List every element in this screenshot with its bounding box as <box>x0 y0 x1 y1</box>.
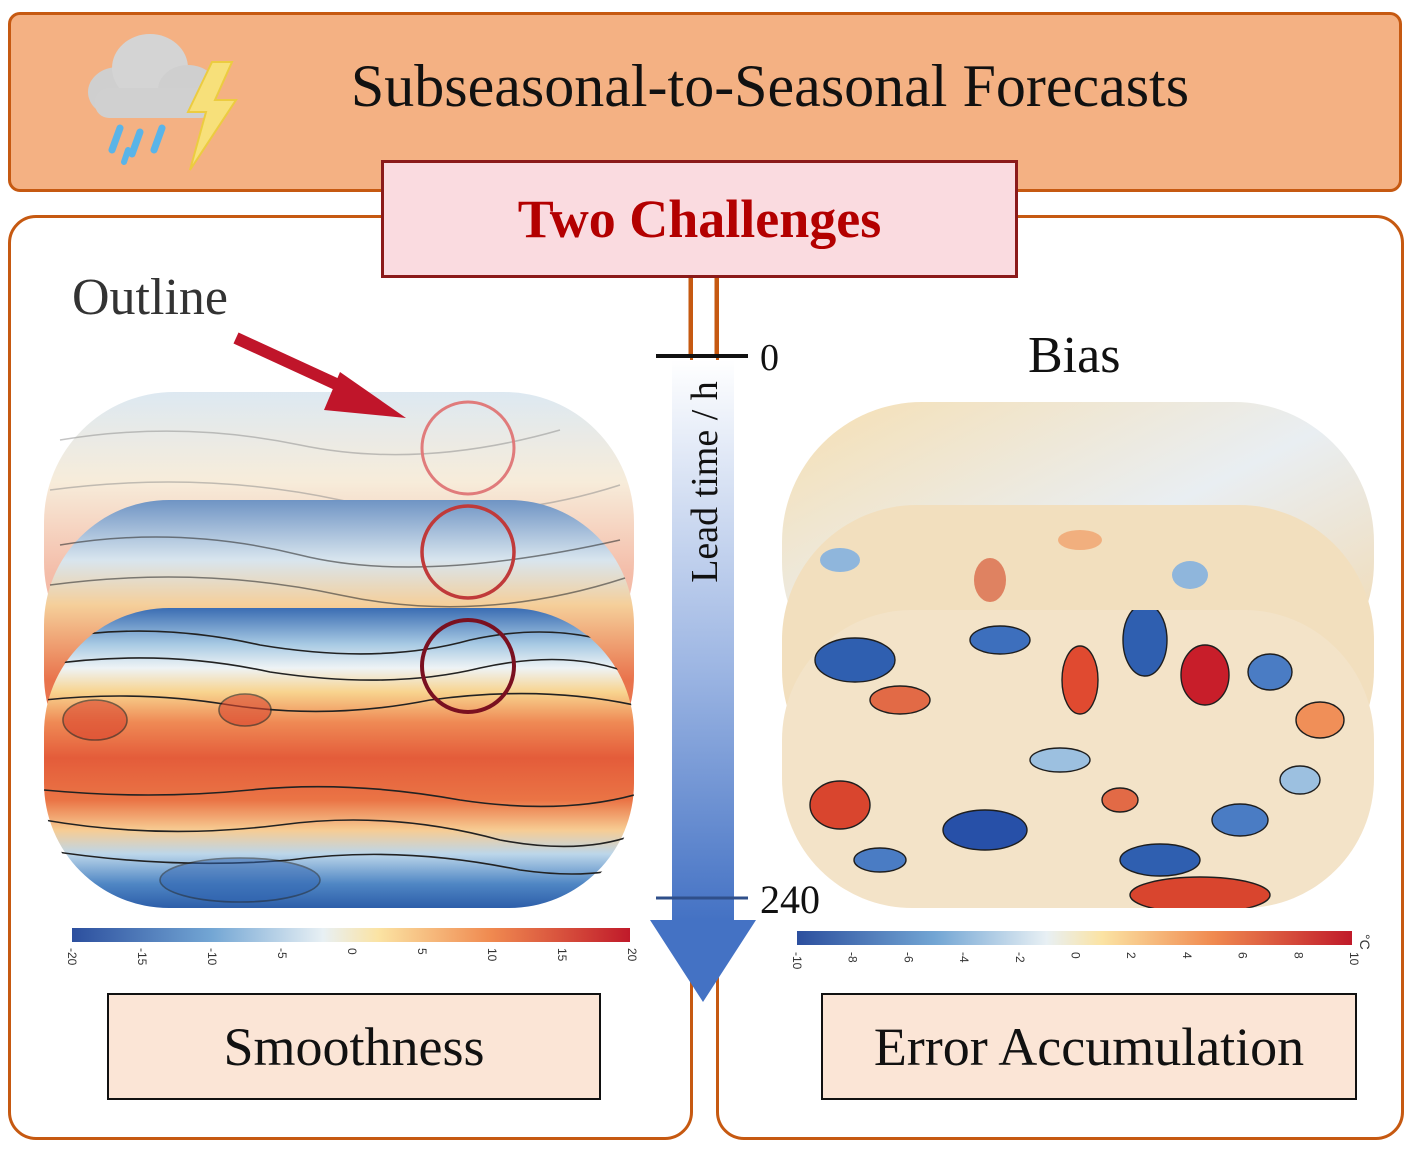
smoothness-caption: Smoothness <box>107 993 601 1100</box>
bias-label: Bias <box>1028 327 1121 384</box>
outline-arrow <box>233 332 406 418</box>
colorbar-tick-label: 0 <box>345 948 359 955</box>
colorbar-tick-label: -4 <box>957 952 971 963</box>
colorbar-tick-label: -10 <box>790 952 804 970</box>
temperature-colorbar-ticks: -20 -15 -10 -5 0 5 10 15 20 <box>65 948 639 966</box>
bias-colorbar <box>797 931 1352 945</box>
lead-time-tick-end: 240 <box>760 877 820 922</box>
header-title: Subseasonal-to-Seasonal Forecasts <box>350 53 1190 119</box>
colorbar-tick-label: 6 <box>1236 952 1250 959</box>
colorbar-tick-label: -2 <box>1013 952 1027 963</box>
colorbar-tick-label: 10 <box>1347 952 1361 966</box>
colorbar-tick-label: 20 <box>625 948 639 962</box>
bias-colorbar-unit: °C <box>1357 934 1373 950</box>
colorbar-tick-label: 0 <box>1069 952 1083 959</box>
colorbar-tick-label: 5 <box>415 948 429 955</box>
lead-time-label: Lead time / h <box>684 381 726 583</box>
bias-colorbar-ticks: -10 -8 -6 -4 -2 0 2 4 6 8 10 <box>790 952 1361 970</box>
colorbar-tick-label: 15 <box>555 948 569 962</box>
temperature-colorbar <box>72 928 630 942</box>
outline-circle-3 <box>420 618 516 714</box>
colorbar-tick-label: -6 <box>901 952 915 963</box>
lead-time-arrow <box>650 354 756 1002</box>
challenge-title: Two Challenges <box>381 160 1018 278</box>
colorbar-tick-label: -5 <box>275 948 289 959</box>
colorbar-tick-label: 8 <box>1291 952 1305 959</box>
error-accumulation-caption: Error Accumulation <box>821 993 1357 1100</box>
colorbar-tick-label: -10 <box>205 948 219 966</box>
colorbar-tick-label: 10 <box>485 948 499 962</box>
outline-label: Outline <box>72 269 228 326</box>
outline-circle-2 <box>420 504 516 600</box>
colorbar-tick-label: -15 <box>135 948 149 966</box>
colorbar-tick-label: -20 <box>65 948 79 966</box>
storm-cloud-icon <box>88 34 238 171</box>
temperature-map-stack <box>44 392 634 908</box>
colorbar-tick-label: 4 <box>1180 952 1194 959</box>
colorbar-tick-label: 2 <box>1124 952 1138 959</box>
lead-time-tick-start: 0 <box>760 337 779 379</box>
colorbar-tick-label: -8 <box>846 952 860 963</box>
map-layer-final <box>44 608 634 908</box>
outline-circle-1 <box>420 400 516 496</box>
bias-map-stack <box>782 402 1374 908</box>
